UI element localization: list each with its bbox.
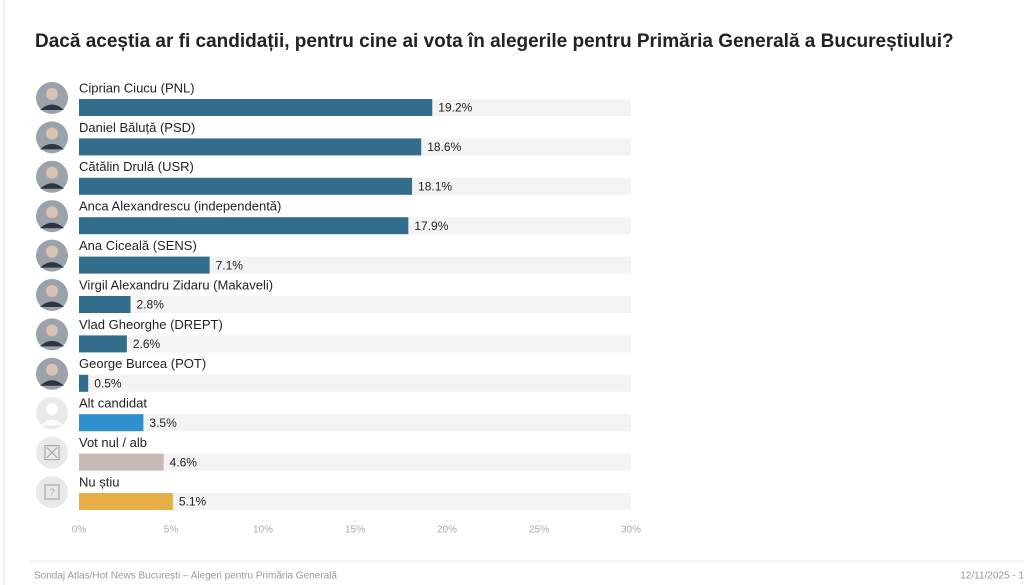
value-label: 2.8% [137,298,165,312]
avatar-head [46,166,58,179]
avatar-icon [46,447,58,459]
chart-title: Dacă aceștia ar fi candidații, pentru ci… [35,31,954,52]
bar [79,177,413,195]
avatar-head [46,403,58,416]
category-label: Vlad Gheorghe (DREPT) [79,317,223,332]
value-label: 0.5% [94,376,122,390]
value-label: 3.5% [149,416,177,430]
category-label: Alt candidat [79,396,147,411]
bar [79,99,433,116]
avatar [36,476,68,508]
avatar-icon: ? [49,488,55,499]
bar [79,493,173,510]
x-tick-label: 10% [253,525,273,536]
bar-track [79,493,631,510]
bar [79,256,210,274]
avatar-head [46,88,58,100]
date: 12/11/2025 - 1 [960,571,1024,582]
avatar-head [46,285,58,297]
avatar-body [40,380,64,386]
bar-track [79,414,631,432]
avatar-icon [44,484,60,500]
category-label: Daniel Băluță (PSD) [79,120,195,135]
bar-track [79,296,631,313]
avatar-body [40,340,64,347]
category-label: Anca Alexandrescu (independentă) [79,199,281,214]
category-label: Nu știu [79,474,119,489]
avatar-head [46,127,58,140]
value-label: 5.1% [179,495,207,509]
bar [79,453,164,471]
bar [79,414,144,432]
bar [79,374,89,392]
category-label: Vot nul / alb [79,435,147,450]
value-label: 18.1% [418,179,452,193]
bar [79,217,409,235]
x-tick-label: 20% [437,525,457,536]
x-tick-label: 5% [164,525,179,536]
avatar-head [46,363,58,376]
value-label: 2.6% [133,337,161,351]
x-tick-label: 25% [529,525,549,536]
category-label: Ana Ciceală (SENS) [79,238,197,253]
avatar-body [40,143,64,150]
avatar-head [46,206,58,219]
bar-track [79,453,631,471]
category-label: George Burcea (POT) [79,356,206,371]
value-label: 18.6% [427,140,461,154]
bar-track [79,374,631,392]
avatar-body [40,104,64,110]
value-label: 7.1% [216,258,244,272]
avatar-head [46,324,58,337]
value-label: 19.2% [438,101,472,115]
avatar-body [40,183,64,189]
avatar-body [40,222,64,229]
avatar-body [41,419,63,426]
x-tick-label: 0% [72,525,87,536]
avatar-body [40,262,64,268]
bar-track [79,256,631,274]
value-label: 4.6% [170,455,198,469]
source: Sondaj Atlas/Hot News București – Aleger… [34,571,337,582]
bar [79,138,422,156]
avatar-head [46,245,58,258]
bar [79,335,127,353]
x-tick-label: 15% [345,525,365,536]
avatar-icon [44,445,60,461]
category-label: Ciprian Ciucu (PNL) [79,80,195,95]
bar-track [79,335,631,353]
avatar-body [40,301,64,307]
category-label: Virgil Alexandru Zidaru (Makaveli) [79,277,273,292]
value-label: 17.9% [414,219,448,233]
bar [79,296,131,313]
x-tick-label: 30% [621,525,641,536]
category-label: Cătălin Drulă (USR) [79,159,194,174]
